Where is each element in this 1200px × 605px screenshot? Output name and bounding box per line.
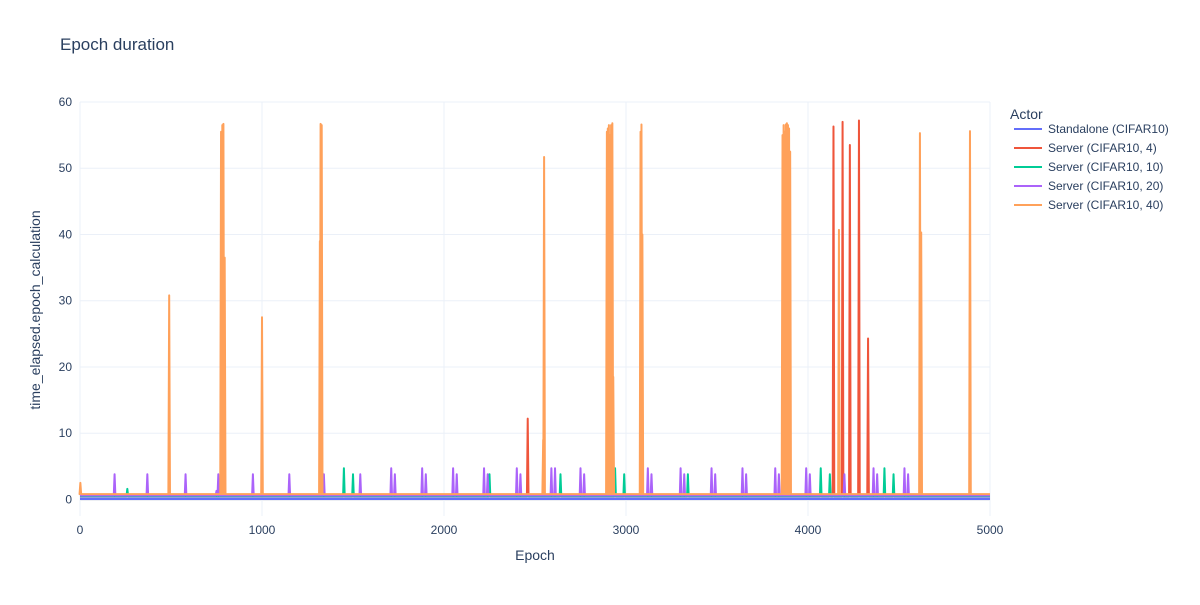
legend-item[interactable]: Server (CIFAR10, 10) bbox=[1014, 160, 1163, 174]
y-tick-label: 20 bbox=[59, 360, 73, 374]
legend-item[interactable]: Server (CIFAR10, 4) bbox=[1014, 141, 1157, 155]
chart-title: Epoch duration bbox=[60, 35, 174, 54]
y-tick-label: 60 bbox=[59, 95, 73, 109]
legend-label: Server (CIFAR10, 40) bbox=[1048, 198, 1163, 212]
x-tick-label: 3000 bbox=[613, 523, 640, 537]
x-tick-label: 0 bbox=[77, 523, 84, 537]
y-tick-label: 0 bbox=[65, 492, 72, 506]
y-tick-label: 30 bbox=[59, 294, 73, 308]
y-axis-title: time_elapsed.epoch_calculation bbox=[27, 210, 43, 409]
legend-item[interactable]: Standalone (CIFAR10) bbox=[1014, 122, 1169, 136]
legend-item[interactable]: Server (CIFAR10, 20) bbox=[1014, 179, 1163, 193]
series-line-1 bbox=[79, 119, 991, 498]
x-tick-label: 2000 bbox=[431, 523, 458, 537]
legend-item[interactable]: Server (CIFAR10, 40) bbox=[1014, 198, 1163, 212]
legend-label: Server (CIFAR10, 10) bbox=[1048, 160, 1163, 174]
x-tick-label: 4000 bbox=[795, 523, 822, 537]
y-tick-label: 40 bbox=[59, 227, 73, 241]
legend-label: Standalone (CIFAR10) bbox=[1048, 122, 1169, 136]
series-layer bbox=[78, 119, 991, 501]
legend[interactable]: Actor Standalone (CIFAR10) Server (CIFAR1… bbox=[1010, 106, 1169, 212]
x-tick-label: 1000 bbox=[249, 523, 276, 537]
x-tick-label: 5000 bbox=[977, 523, 1004, 537]
x-axis-title: Epoch bbox=[515, 547, 555, 563]
axis-layer: 0 10 20 30 40 50 60 0 1000 2000 3000 4000 5000 bbox=[59, 95, 1004, 537]
series-line-3 bbox=[79, 467, 991, 497]
legend-label: Server (CIFAR10, 4) bbox=[1048, 141, 1157, 155]
y-tick-label: 50 bbox=[59, 161, 73, 175]
y-tick-label: 10 bbox=[59, 426, 73, 440]
series-line-4 bbox=[78, 122, 991, 496]
legend-label: Server (CIFAR10, 20) bbox=[1048, 179, 1163, 193]
legend-title: Actor bbox=[1010, 106, 1043, 122]
grid-layer bbox=[79, 101, 991, 516]
